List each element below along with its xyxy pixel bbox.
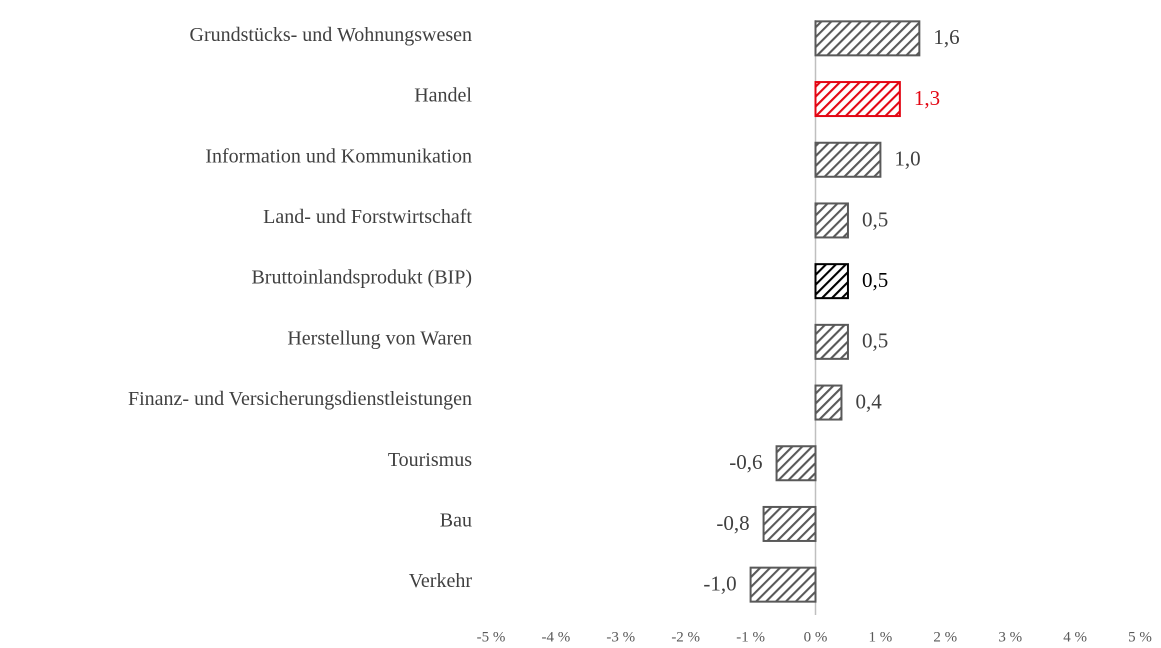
bar xyxy=(749,566,817,603)
bar xyxy=(814,202,849,239)
value-label: 0,5 xyxy=(862,207,888,231)
value-label: 1,0 xyxy=(894,147,920,171)
x-tick-label: 1 % xyxy=(869,629,893,645)
bar xyxy=(814,20,921,57)
bar xyxy=(814,141,882,178)
category-label: Tourismus xyxy=(388,449,472,471)
bar xyxy=(814,81,901,118)
category-label: Land- und Forstwirtschaft xyxy=(263,206,472,228)
value-label: -1,0 xyxy=(703,571,736,595)
x-tick-label: 5 % xyxy=(1128,629,1152,645)
bar xyxy=(814,323,849,360)
category-label: Information und Kommunikation xyxy=(205,145,472,167)
value-label: -0,6 xyxy=(729,450,762,474)
x-tick-label: -2 % xyxy=(671,629,700,645)
category-label: Finanz- und Versicherungsdienstleistunge… xyxy=(128,388,472,410)
x-tick-label: -4 % xyxy=(542,629,571,645)
category-label: Grundstücks- und Wohnungswesen xyxy=(190,24,472,46)
value-label: -0,8 xyxy=(716,511,749,535)
category-label: Handel xyxy=(414,85,472,107)
bar xyxy=(814,263,849,300)
category-label: Herstellung von Waren xyxy=(287,327,472,349)
bar xyxy=(762,505,817,542)
value-label: 1,3 xyxy=(914,86,940,110)
x-tick-label: 2 % xyxy=(933,629,957,645)
x-tick-label: 3 % xyxy=(998,629,1022,645)
x-tick-label: -5 % xyxy=(477,629,506,645)
category-label: Bruttoinlandsprodukt (BIP) xyxy=(251,267,472,289)
bar xyxy=(775,445,817,482)
x-tick-label: -1 % xyxy=(736,629,765,645)
category-label: Verkehr xyxy=(409,570,473,592)
category-label: Bau xyxy=(440,510,472,532)
x-tick-label: 0 % xyxy=(804,629,828,645)
x-tick-label: -3 % xyxy=(606,629,635,645)
value-label: 0,5 xyxy=(862,329,888,353)
value-label: 1,6 xyxy=(933,25,959,49)
value-label: 0,4 xyxy=(855,389,882,413)
x-tick-label: 4 % xyxy=(1063,629,1087,645)
value-label: 0,5 xyxy=(862,268,888,292)
bar xyxy=(814,384,843,421)
